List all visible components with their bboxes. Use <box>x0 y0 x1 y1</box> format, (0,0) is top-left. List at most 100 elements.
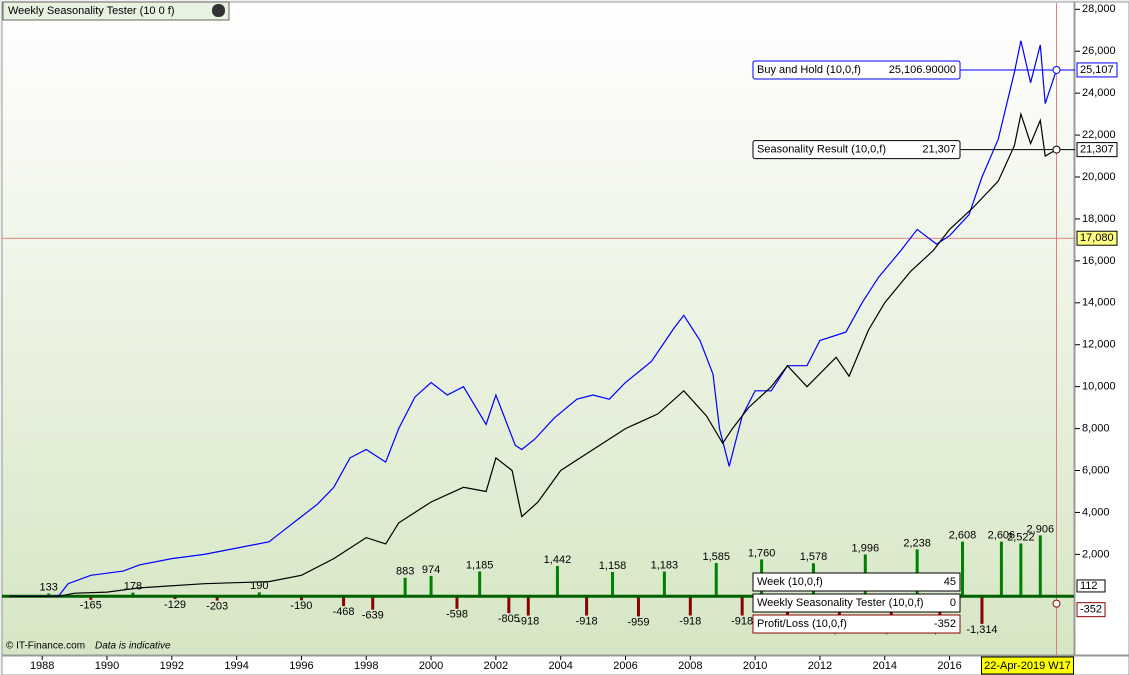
pl-label: 133 <box>39 581 57 593</box>
pl-label: -129 <box>164 599 186 611</box>
pl-label: 2,608 <box>949 530 977 542</box>
pl-bar <box>555 566 559 597</box>
pl-bar <box>403 577 407 597</box>
pl-bar <box>89 596 93 600</box>
x-tick-label: 2006 <box>613 660 637 672</box>
pl-bar <box>980 596 984 624</box>
info-box <box>752 614 961 634</box>
axis-badge <box>1076 142 1118 158</box>
info-value: 21,307 <box>922 144 956 156</box>
close-button[interactable] <box>212 4 225 17</box>
axis-badge-label: 112 <box>1080 580 1098 592</box>
y-tick-label: 12,000 <box>1082 339 1116 351</box>
plot-area <box>1 1 1075 656</box>
info-box <box>752 593 961 613</box>
pl-bar <box>455 596 459 609</box>
pl-label: 1,578 <box>800 551 828 563</box>
y-tick-label: 2,000 <box>1082 548 1110 560</box>
pl-bar <box>740 596 744 616</box>
axis-badge-label: 21,307 <box>1080 144 1114 156</box>
pl-label: -918 <box>576 615 598 627</box>
pl-label: 2,606 <box>988 530 1016 542</box>
x-tick-label: 2008 <box>678 660 702 672</box>
info-value: 45 <box>944 576 956 588</box>
y-tick-label: 22,000 <box>1082 129 1116 141</box>
x-tick-label: 2004 <box>548 660 572 672</box>
last-marker <box>1052 599 1061 608</box>
pl-bar <box>999 541 1003 597</box>
pl-bar <box>714 563 718 597</box>
info-box <box>752 140 961 160</box>
pl-bar <box>961 541 965 597</box>
y-tick-label: 24,000 <box>1082 87 1116 99</box>
y-axis-panel <box>1074 1 1129 656</box>
y-tick-label: 26,000 <box>1082 45 1116 57</box>
pl-bar <box>257 592 261 597</box>
last-marker <box>1052 65 1061 74</box>
x-tick-label: 2014 <box>873 660 897 672</box>
pl-label: -805 <box>498 613 520 625</box>
pl-label: -918 <box>517 615 539 627</box>
pl-label: 1,183 <box>651 559 679 571</box>
pl-bar <box>371 596 375 610</box>
x-tick-label: 1988 <box>30 660 54 672</box>
pl-bar <box>215 596 219 601</box>
x-tick-label: 1992 <box>160 660 184 672</box>
pl-label: 2,238 <box>903 537 931 549</box>
chart-title: Weekly Seasonality Tester (10 0 f) <box>8 5 175 17</box>
axis-badge <box>1076 230 1118 246</box>
pl-label: 2,522 <box>1007 531 1035 543</box>
info-value: -352 <box>934 618 956 630</box>
series-line <box>9 111 1057 597</box>
pl-bar <box>1019 543 1023 597</box>
axis-badge-label: 25,107 <box>1080 64 1114 76</box>
pl-bar <box>611 572 615 597</box>
x-tick-label: 1990 <box>95 660 119 672</box>
pl-bar <box>342 596 346 607</box>
info-value: 25,106.90000 <box>889 64 956 76</box>
pl-bar <box>299 596 303 601</box>
info-box <box>752 60 961 80</box>
pl-label: -959 <box>627 616 649 628</box>
cursor-label: 22-Apr-2019 W17 <box>984 660 1071 672</box>
x-tick-label: 2016 <box>937 660 961 672</box>
y-tick-label: 6,000 <box>1082 464 1110 476</box>
y-tick-label: 10,000 <box>1082 381 1116 393</box>
source: © IT-Finance.com <box>6 641 85 652</box>
axis-badge <box>1076 602 1106 618</box>
info-name: Week (10,0,f) <box>757 576 823 588</box>
y-tick-label: 14,000 <box>1082 297 1116 309</box>
pl-label: -598 <box>446 609 468 621</box>
title-box[interactable] <box>2 1 230 21</box>
pl-label: 1,185 <box>466 559 494 571</box>
pl-bar <box>662 571 666 597</box>
pl-label: -165 <box>80 600 102 612</box>
x-tick-label: 1996 <box>289 660 313 672</box>
info-name: Buy and Hold (10,0,f) <box>757 64 861 76</box>
y-tick-label: 4,000 <box>1082 506 1110 518</box>
pl-label: 1,996 <box>852 542 880 554</box>
pl-bar <box>688 596 692 616</box>
pl-label: -639 <box>362 610 384 622</box>
pl-bar <box>636 596 640 617</box>
axis-badge <box>1076 579 1106 593</box>
last-marker <box>1052 145 1061 154</box>
info-name: Weekly Seasonality Tester (10,0,f) <box>757 597 924 609</box>
series-line <box>9 40 1058 597</box>
pl-label: -468 <box>333 606 355 618</box>
pl-bar <box>1038 535 1042 597</box>
info-box <box>752 572 961 592</box>
info-name: Profit/Loss (10,0,f) <box>757 618 847 630</box>
pl-label: 1,585 <box>702 551 730 563</box>
pl-label: 178 <box>124 580 142 592</box>
y-tick-label: 18,000 <box>1082 213 1116 225</box>
pl-label: 1,442 <box>544 554 572 566</box>
pl-label: 1,158 <box>599 560 627 572</box>
info-value: 0 <box>950 597 956 609</box>
pl-bar <box>131 592 135 597</box>
y-tick-label: 16,000 <box>1082 255 1116 267</box>
pl-label: -1,314 <box>966 624 997 636</box>
x-tick-label: 2000 <box>419 660 443 672</box>
cursor-label-bg <box>981 656 1075 675</box>
